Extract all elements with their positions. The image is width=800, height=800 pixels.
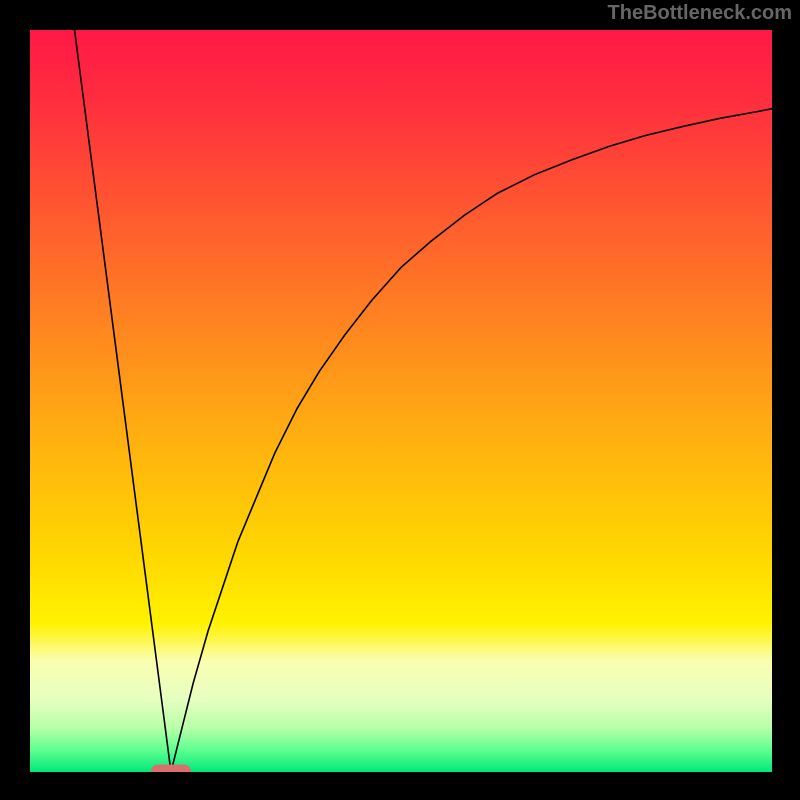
gradient-background <box>30 30 772 772</box>
watermark-text: TheBottleneck.com <box>608 2 792 25</box>
chart-container: TheBottleneck.com <box>0 0 800 800</box>
chart-svg <box>30 30 772 772</box>
minimum-marker <box>151 765 191 773</box>
plot-area <box>30 30 772 772</box>
